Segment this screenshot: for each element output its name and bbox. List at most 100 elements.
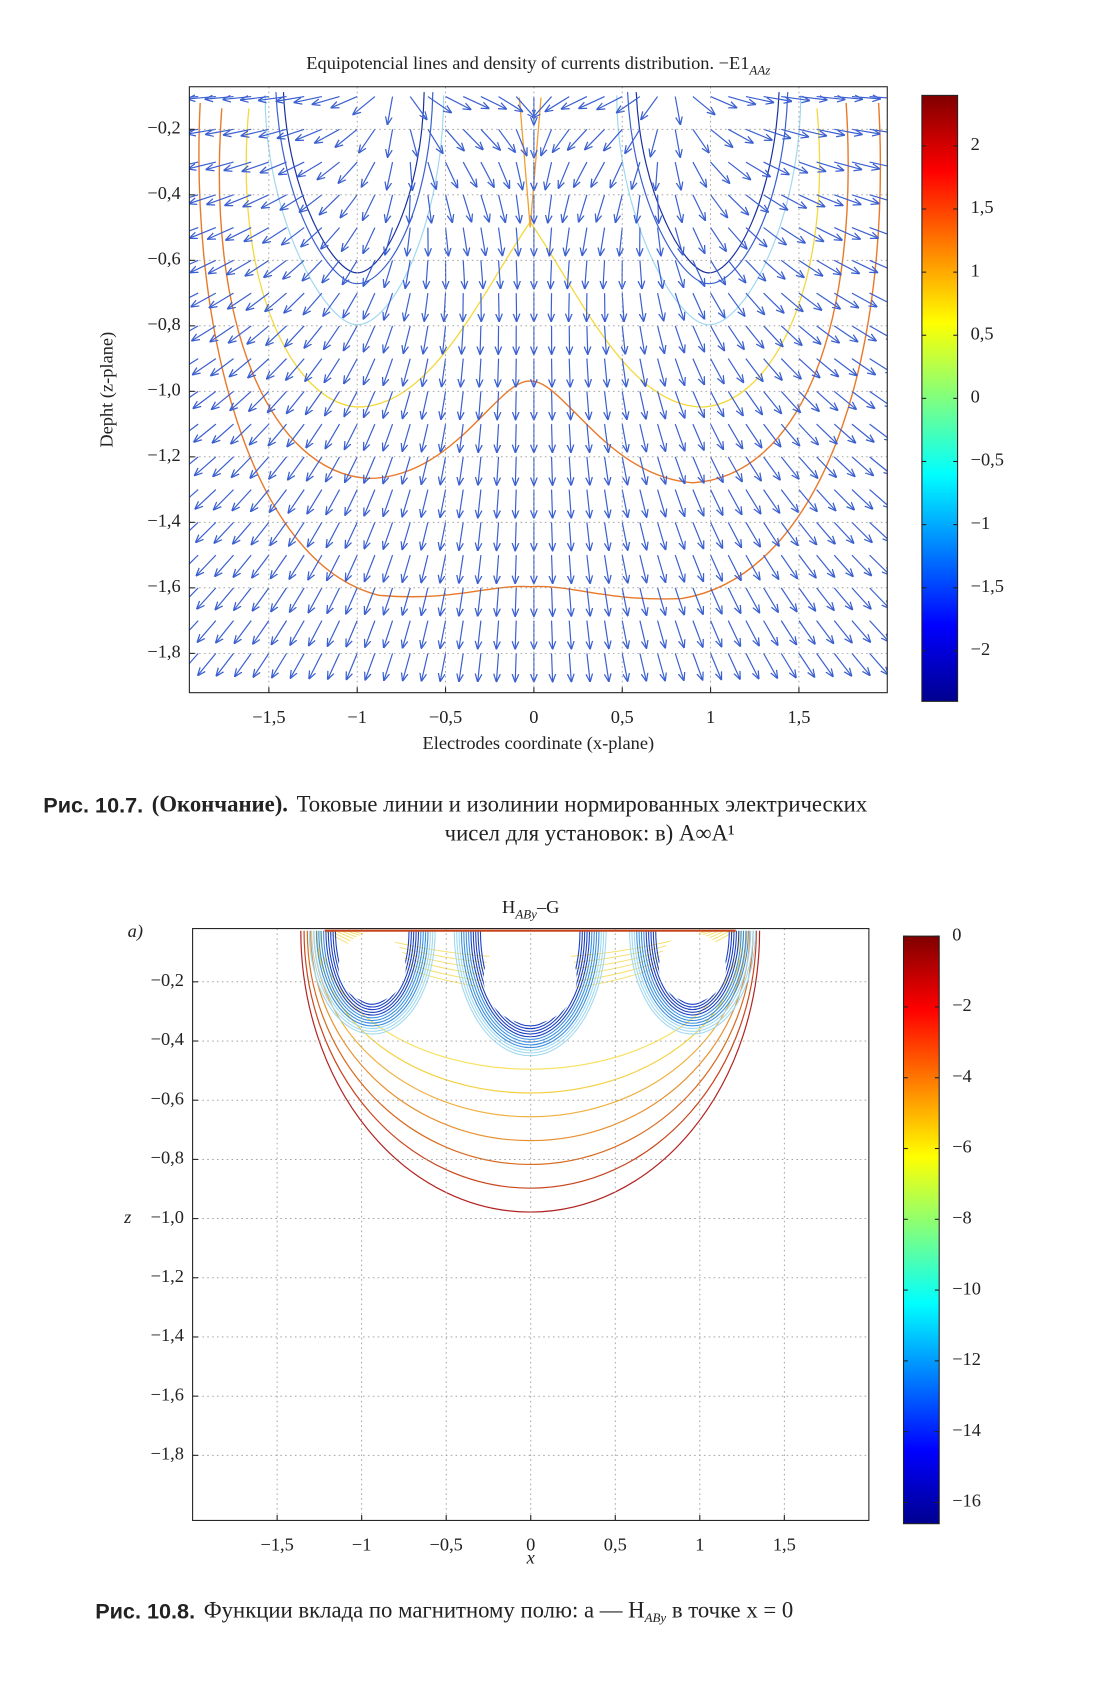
current-arrow bbox=[780, 587, 796, 611]
current-arrow bbox=[459, 620, 463, 649]
x-axis-label: Electrodes coordinate (x-plane) bbox=[422, 733, 654, 754]
current-arrow bbox=[657, 587, 666, 615]
current-arrow bbox=[403, 391, 411, 418]
current-arrow bbox=[479, 358, 481, 387]
current-arrow bbox=[290, 620, 305, 645]
current-arrow bbox=[621, 653, 627, 681]
current-arrow bbox=[587, 391, 589, 419]
current-arrow bbox=[587, 555, 590, 583]
y-tick-label: −1,2 bbox=[147, 445, 180, 465]
current-arrow bbox=[189, 194, 217, 204]
current-arrow bbox=[674, 292, 684, 320]
current-arrow bbox=[605, 325, 607, 354]
current-arrow bbox=[710, 489, 723, 515]
current-arrow bbox=[727, 358, 743, 383]
current-arrow bbox=[587, 358, 589, 387]
colorbar-tick-label: −1 bbox=[971, 513, 991, 533]
current-arrow bbox=[639, 325, 645, 354]
colorbar-tick-label: 2 bbox=[971, 134, 980, 154]
current-arrow bbox=[692, 587, 703, 614]
current-arrow bbox=[745, 161, 770, 177]
y-tick-label: −0,4 bbox=[147, 183, 180, 203]
current-arrow bbox=[763, 292, 784, 313]
current-arrow bbox=[364, 456, 376, 483]
contour-line bbox=[456, 930, 605, 1054]
current-arrow bbox=[212, 423, 234, 443]
current-arrow bbox=[233, 521, 252, 543]
current-arrow bbox=[780, 423, 799, 445]
contour-line bbox=[477, 930, 583, 1030]
current-arrow bbox=[440, 522, 447, 550]
current-arrow bbox=[461, 325, 463, 354]
current-arrow bbox=[562, 96, 588, 109]
current-arrow bbox=[384, 587, 394, 615]
x-tick-label: 1,5 bbox=[773, 1535, 796, 1555]
y-tick-label: −1,8 bbox=[147, 642, 180, 662]
contour-line bbox=[300, 930, 761, 1213]
contour-line bbox=[470, 930, 591, 1038]
current-arrow bbox=[639, 358, 646, 387]
current-arrow bbox=[497, 391, 498, 419]
current-arrow bbox=[533, 96, 553, 118]
current-arrow bbox=[212, 390, 234, 409]
current-arrow bbox=[480, 227, 486, 256]
current-arrow bbox=[674, 194, 682, 222]
contour-line bbox=[309, 930, 751, 1142]
current-arrow bbox=[385, 227, 394, 255]
current-arrow bbox=[307, 456, 323, 481]
current-arrow bbox=[763, 390, 782, 413]
current-arrow bbox=[541, 129, 553, 155]
x-tick-label: 0 bbox=[526, 1535, 535, 1555]
current-arrow bbox=[296, 128, 323, 140]
current-arrow bbox=[268, 423, 287, 445]
current-arrow bbox=[241, 128, 270, 135]
current-arrow bbox=[260, 161, 287, 173]
current-arrow bbox=[340, 194, 358, 218]
current-arrow bbox=[605, 555, 609, 583]
current-arrow bbox=[798, 325, 821, 344]
current-arrow bbox=[798, 97, 827, 100]
current-arrow bbox=[364, 522, 376, 548]
current-arrow bbox=[287, 390, 305, 413]
current-arrow bbox=[798, 292, 822, 310]
current-arrow bbox=[195, 489, 217, 509]
colorbar-tick-label: −14 bbox=[952, 1420, 981, 1440]
current-arrow bbox=[745, 620, 759, 646]
current-arrow bbox=[727, 587, 740, 613]
current-arrow bbox=[364, 423, 376, 450]
current-arrow bbox=[234, 587, 252, 610]
caption-text: Токовые линии и изолинии нормированных э… bbox=[297, 792, 868, 817]
current-arrow bbox=[478, 489, 481, 518]
x-tick-label: 0 bbox=[529, 707, 538, 727]
current-arrow bbox=[625, 129, 641, 153]
current-arrow bbox=[306, 391, 323, 414]
current-arrow bbox=[480, 96, 506, 109]
current-arrow bbox=[745, 259, 765, 280]
current-arrow bbox=[277, 128, 305, 138]
current-arrow bbox=[306, 423, 323, 447]
current-arrow bbox=[692, 161, 706, 187]
current-arrow bbox=[851, 161, 879, 169]
current-arrow bbox=[674, 227, 683, 255]
current-arrow bbox=[227, 259, 252, 274]
current-arrow bbox=[478, 587, 481, 616]
x-tick-label: 1 bbox=[706, 707, 715, 727]
current-arrow bbox=[851, 97, 880, 99]
current-arrow bbox=[657, 522, 666, 549]
current-arrow bbox=[816, 194, 843, 206]
current-arrow bbox=[303, 292, 323, 314]
current-arrow bbox=[851, 587, 871, 609]
current-arrow bbox=[780, 489, 798, 512]
current-arrow bbox=[462, 161, 476, 187]
current-arrow bbox=[851, 521, 872, 542]
x-tick-label: 0,5 bbox=[611, 707, 634, 727]
current-arrow bbox=[851, 456, 873, 476]
current-arrow bbox=[582, 227, 588, 256]
current-arrow bbox=[727, 423, 742, 448]
current-arrow bbox=[674, 554, 684, 582]
current-arrow bbox=[271, 587, 288, 611]
current-arrow bbox=[516, 194, 520, 223]
current-arrow bbox=[198, 620, 217, 642]
current-arrow bbox=[231, 423, 252, 444]
current-arrow bbox=[816, 554, 835, 577]
